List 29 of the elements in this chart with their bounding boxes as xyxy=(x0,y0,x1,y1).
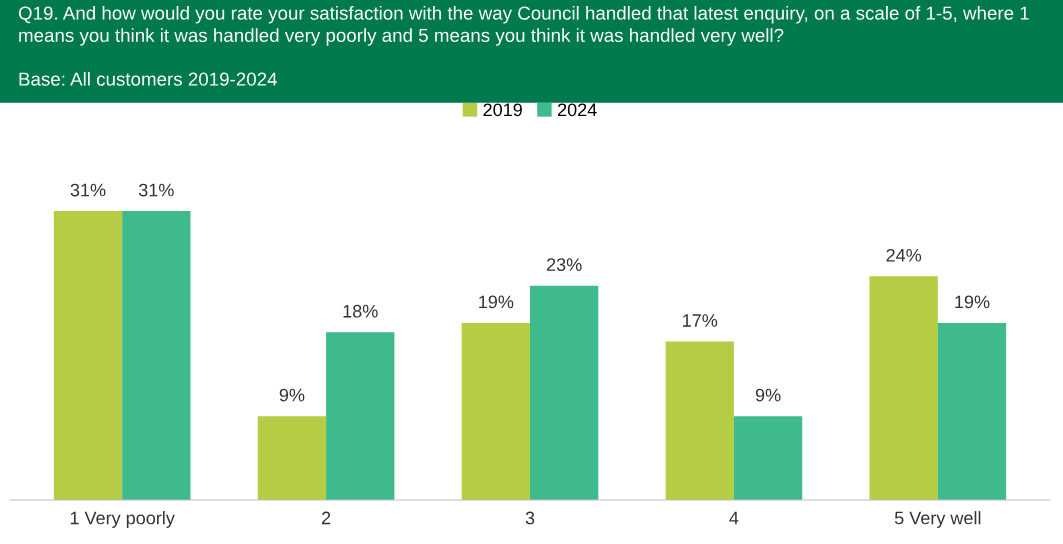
chart-subtitle: Base: All customers 2019-2024 xyxy=(19,72,277,86)
legend-label: 2019 xyxy=(483,103,522,117)
bar xyxy=(326,332,395,500)
data-label: 23% xyxy=(547,258,582,271)
chart-title: Q19. And how would you rate your satisfaction with the way Council handled that latest enquiry, on a scale of 1-5, where 1 means you think it was handled very poorly and 5 means you think it was handled very well? xyxy=(18,6,1029,46)
data-label: 31% xyxy=(70,183,106,197)
bar xyxy=(461,322,530,500)
bar xyxy=(53,211,123,500)
data-label: 9% xyxy=(755,388,781,402)
bar xyxy=(122,211,191,500)
x-tick-label: 3 xyxy=(525,511,535,525)
bar xyxy=(869,276,938,500)
data-label: 19% xyxy=(955,295,990,309)
x-tick-label: 2 xyxy=(321,511,331,525)
data-label: 18% xyxy=(343,304,378,318)
legend-label: 2024 xyxy=(557,103,597,117)
data-label: 17% xyxy=(683,314,718,327)
x-tick-label: 4 xyxy=(729,511,739,525)
data-label: 24% xyxy=(886,248,922,262)
bar xyxy=(257,416,327,500)
bar xyxy=(733,416,803,500)
x-tick-label: 5 Very well xyxy=(894,511,981,528)
data-label: 31% xyxy=(138,183,174,197)
data-label: 9% xyxy=(279,388,305,402)
bar xyxy=(937,322,1007,500)
x-tick-label: 1 Very poorly xyxy=(70,511,175,528)
bar xyxy=(530,285,599,500)
bar xyxy=(665,341,734,500)
data-label: 19% xyxy=(479,295,514,309)
